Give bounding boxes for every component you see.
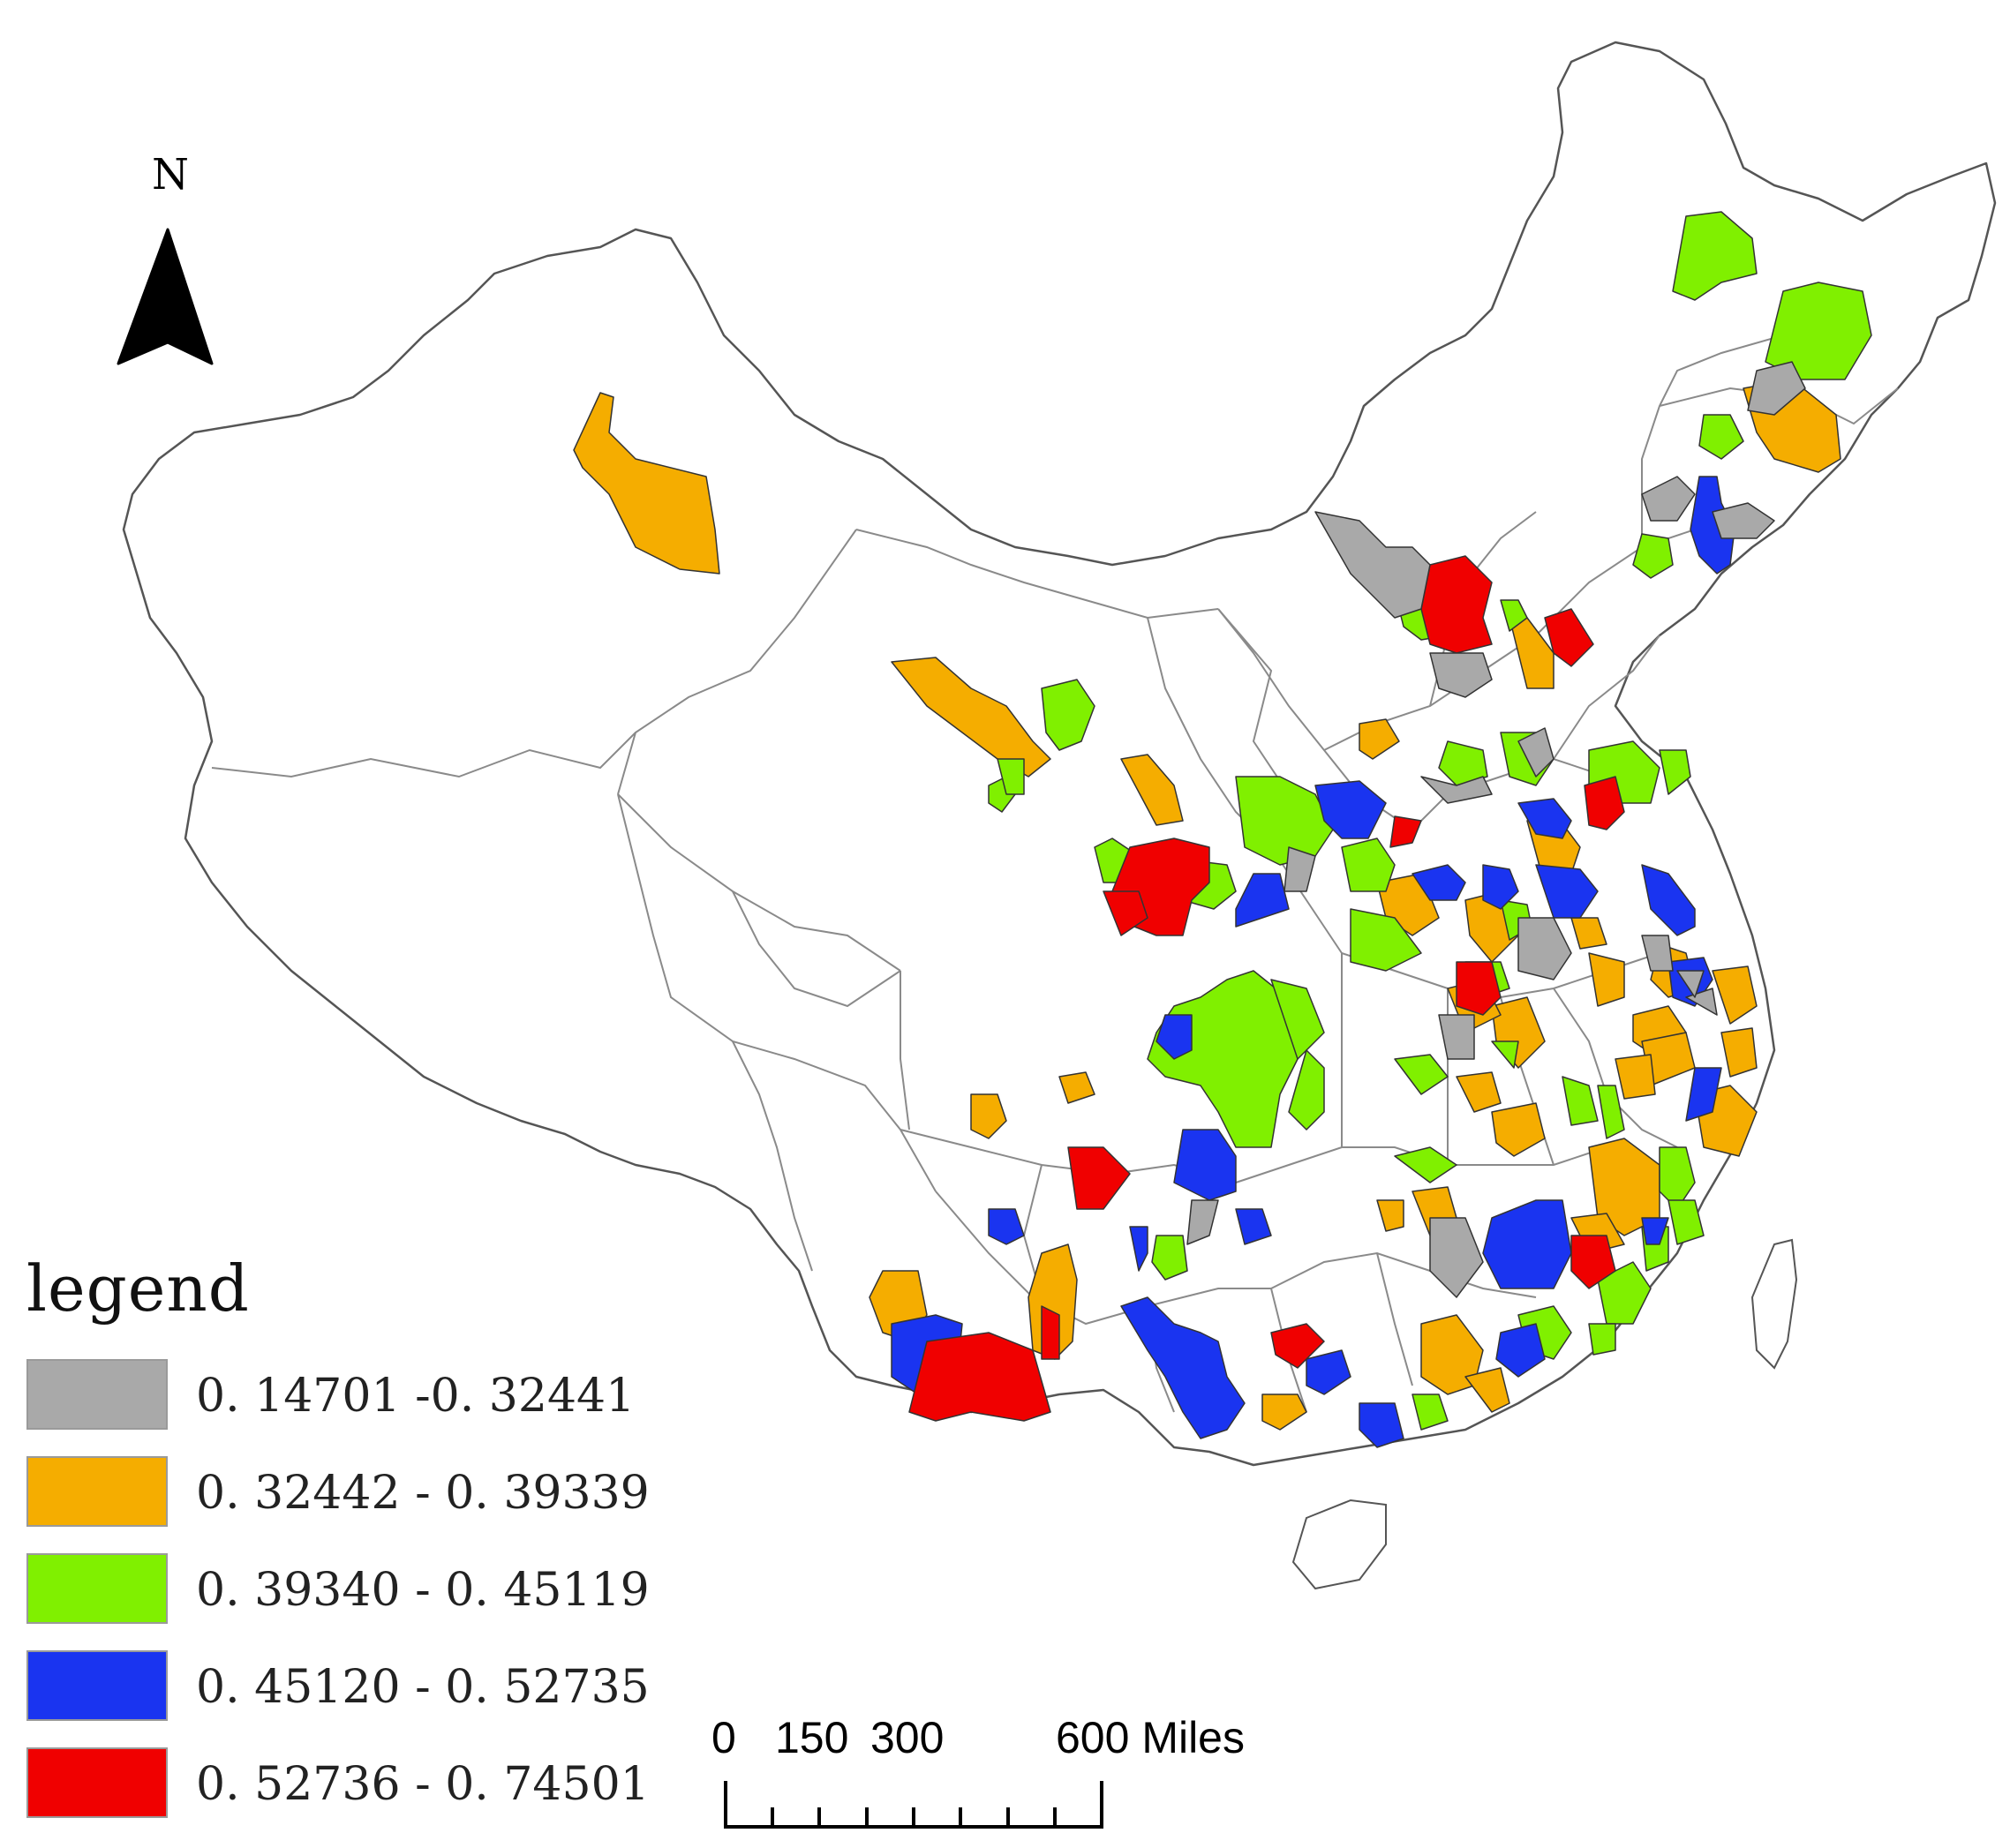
class-gray-regions — [1186, 361, 1806, 1298]
legend-row-4: 0. 45120 - 0. 52735 — [26, 1650, 662, 1721]
legend-label-3: 0. 39340 - 0. 45119 — [196, 1564, 650, 1617]
north-label: N — [152, 150, 189, 199]
legend-row-2: 0. 32442 - 0. 39339 — [26, 1456, 662, 1527]
legend-label-1: 0. 14701 -0. 32441 — [196, 1370, 636, 1423]
legend-swatch-gray — [26, 1359, 168, 1430]
class-blue-regions — [891, 476, 1735, 1448]
legend-row-1: 0. 14701 -0. 32441 — [26, 1359, 662, 1430]
scale-label-150: 150 — [775, 1713, 849, 1762]
legend-swatch-red — [26, 1747, 168, 1818]
scale-label-600-miles: 600 Miles — [1056, 1713, 1245, 1762]
north-arrow-icon — [117, 228, 214, 365]
hainan-island — [1291, 1499, 1387, 1590]
city-regions — [573, 211, 1872, 1448]
scale-bar — [724, 1781, 1103, 1829]
scale-label-0: 0 — [711, 1713, 736, 1762]
legend-swatch-blue — [26, 1650, 168, 1721]
legend-label-4: 0. 45120 - 0. 52735 — [196, 1661, 650, 1714]
legend-row-5: 0. 52736 - 0. 74501 — [26, 1747, 662, 1818]
legend-swatch-green — [26, 1553, 168, 1624]
legend-title: legend — [26, 1251, 250, 1326]
islands — [1291, 1238, 1798, 1590]
taiwan-island — [1750, 1238, 1798, 1370]
legend-label-5: 0. 52736 - 0. 74501 — [196, 1758, 650, 1811]
scale-label-300: 300 — [870, 1713, 945, 1762]
legend-label-2: 0. 32442 - 0. 39339 — [196, 1467, 650, 1520]
class-red-regions — [908, 555, 1625, 1422]
legend-swatch-orange — [26, 1456, 168, 1527]
legend-row-3: 0. 39340 - 0. 45119 — [26, 1553, 662, 1624]
